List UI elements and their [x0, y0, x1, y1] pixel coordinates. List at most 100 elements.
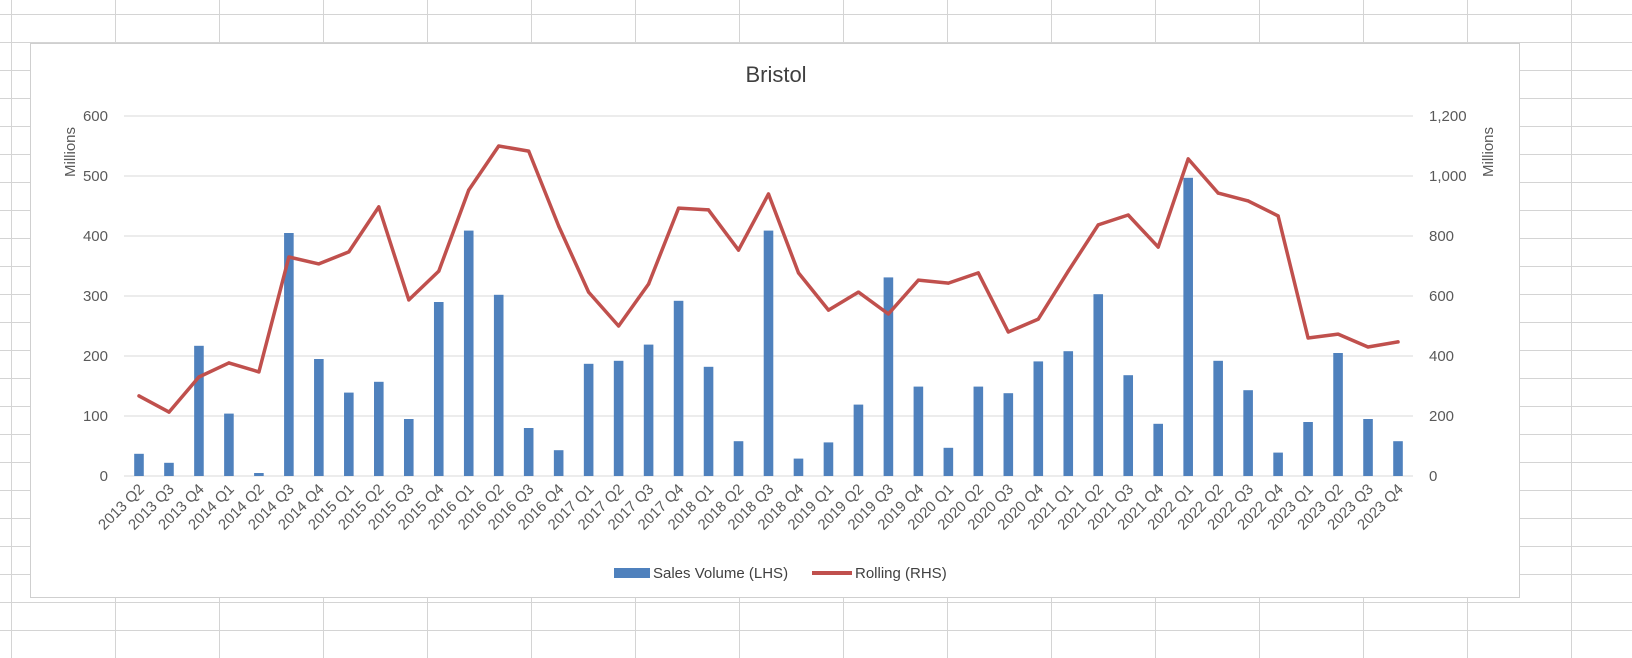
line-point: [916, 278, 920, 282]
line-point: [1186, 157, 1190, 161]
bar: [1183, 177, 1193, 477]
bar: [673, 300, 684, 476]
line-point: [197, 375, 201, 379]
line-point: [497, 144, 501, 148]
line-point: [137, 394, 141, 398]
bar: [703, 366, 714, 476]
line-point: [377, 205, 381, 209]
bar: [1333, 353, 1343, 476]
bar: [1243, 390, 1253, 476]
bar: [194, 345, 204, 476]
left-axis-ticks: 0 100 200 300 400 500 600: [83, 108, 108, 485]
right-tick-label: 800: [1429, 228, 1454, 245]
bar: [344, 392, 354, 476]
bar: [463, 230, 474, 476]
right-tick-label: 600: [1429, 288, 1454, 305]
line-point: [1006, 330, 1010, 334]
bar: [733, 441, 744, 476]
line-point: [1126, 213, 1130, 217]
left-tick-label: 0: [100, 468, 108, 485]
line-point: [1246, 199, 1250, 203]
line-point: [1036, 317, 1040, 321]
line-point: [1336, 332, 1340, 336]
right-axis-title: Millions: [1480, 127, 1497, 177]
legend-swatch-sales-volume: [614, 568, 650, 578]
bar: [613, 360, 624, 476]
bar: [943, 447, 954, 476]
bar: [913, 386, 924, 476]
bar: [284, 233, 294, 476]
legend-label-sales-volume: Sales Volume (LHS): [653, 565, 788, 582]
chart-title: Bristol: [745, 62, 806, 87]
line-point: [766, 192, 771, 196]
bar: [1033, 361, 1044, 476]
line-point: [587, 290, 591, 294]
legend: Sales Volume (LHS) Rolling (RHS): [614, 565, 947, 582]
right-tick-label: 400: [1429, 348, 1454, 365]
bar: [763, 230, 774, 476]
right-tick-label: 1,200: [1429, 108, 1467, 125]
bar: [553, 450, 564, 476]
left-tick-label: 400: [83, 228, 108, 245]
line-point: [257, 370, 261, 374]
left-tick-label: 200: [83, 348, 108, 365]
line-point: [886, 312, 891, 316]
bar: [1153, 423, 1163, 476]
bar: [374, 381, 384, 476]
line-point: [1216, 191, 1220, 195]
bar: [853, 404, 864, 476]
chart-svg: Bristol 0 100 200 300 400 500 600 0 200 400 600 80…: [62, 62, 1497, 582]
line-point: [1156, 245, 1160, 249]
bar: [403, 419, 414, 476]
line-point: [736, 248, 741, 252]
bar: [1393, 441, 1403, 476]
line-point: [796, 271, 801, 275]
line-point: [347, 250, 351, 254]
line-point: [527, 149, 531, 153]
line-point: [1396, 340, 1400, 344]
line-point: [646, 282, 651, 286]
left-tick-label: 300: [83, 288, 108, 305]
bar: [883, 277, 894, 476]
bar: [973, 386, 984, 476]
line-point: [1276, 214, 1280, 218]
bar: [493, 294, 504, 476]
bars-series: [134, 177, 1403, 477]
bar: [523, 428, 534, 476]
left-tick-label: 600: [83, 108, 108, 125]
bar: [583, 363, 594, 476]
line-point: [617, 324, 621, 328]
left-tick-label: 500: [83, 168, 108, 185]
line-point: [227, 361, 231, 365]
line-point: [1066, 269, 1070, 273]
line-point: [167, 410, 171, 414]
line-point: [317, 262, 321, 266]
bar: [433, 302, 444, 476]
right-tick-label: 200: [1429, 408, 1454, 425]
line-point: [676, 206, 681, 210]
line-point: [1366, 345, 1370, 349]
bar: [823, 442, 834, 476]
line-point: [946, 281, 950, 285]
legend-label-rolling: Rolling (RHS): [855, 565, 947, 582]
line-point: [706, 208, 711, 212]
line-point: [407, 298, 411, 302]
right-tick-label: 1,000: [1429, 168, 1467, 185]
bar: [1303, 422, 1313, 476]
line-point: [976, 271, 980, 275]
line-point: [437, 269, 441, 273]
left-axis-title: Millions: [62, 127, 79, 177]
bar: [254, 473, 264, 476]
bar: [1363, 419, 1373, 476]
bar: [224, 413, 234, 476]
bar: [1273, 452, 1283, 476]
line-series: [137, 144, 1400, 414]
right-axis-ticks: 0 200 400 600 800 1,000 1,200: [1429, 108, 1467, 485]
bar: [1003, 393, 1014, 476]
bar: [134, 453, 144, 476]
bar: [314, 359, 324, 476]
left-tick-label: 100: [83, 408, 108, 425]
right-tick-label: 0: [1429, 468, 1437, 485]
line-point: [557, 224, 561, 228]
